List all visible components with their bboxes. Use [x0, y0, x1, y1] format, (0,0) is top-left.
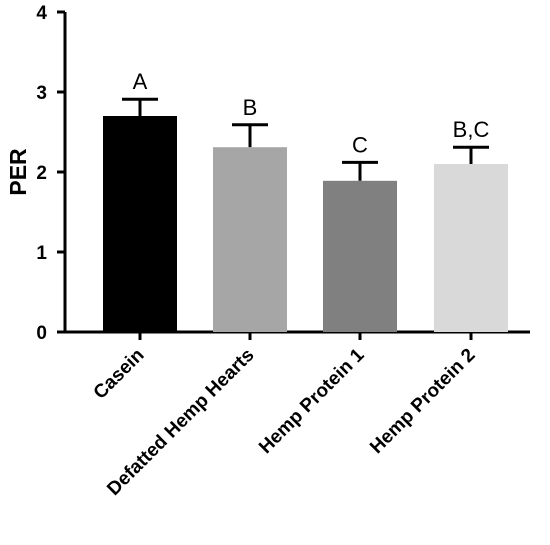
bar: [434, 164, 508, 332]
bars: [103, 97, 508, 332]
category-label: Hemp Protein 1: [255, 344, 369, 458]
y-tick-label: 0: [36, 323, 47, 344]
category-label: Hemp Protein 2: [366, 345, 479, 458]
significance-label: B: [243, 95, 258, 120]
bar: [103, 116, 177, 332]
significance-label: B,C: [453, 117, 490, 142]
y-tick-label: 4: [36, 3, 47, 24]
y-tick-label: 2: [36, 163, 47, 184]
y-axis-label: PER: [5, 148, 31, 196]
significance-label: C: [352, 132, 368, 157]
y-tick-label: 1: [36, 243, 47, 264]
significance-label: A: [133, 69, 148, 94]
bar: [323, 180, 397, 332]
bar: [213, 147, 287, 332]
category-label: Casein: [90, 345, 149, 404]
y-tick-label: 3: [36, 83, 47, 104]
